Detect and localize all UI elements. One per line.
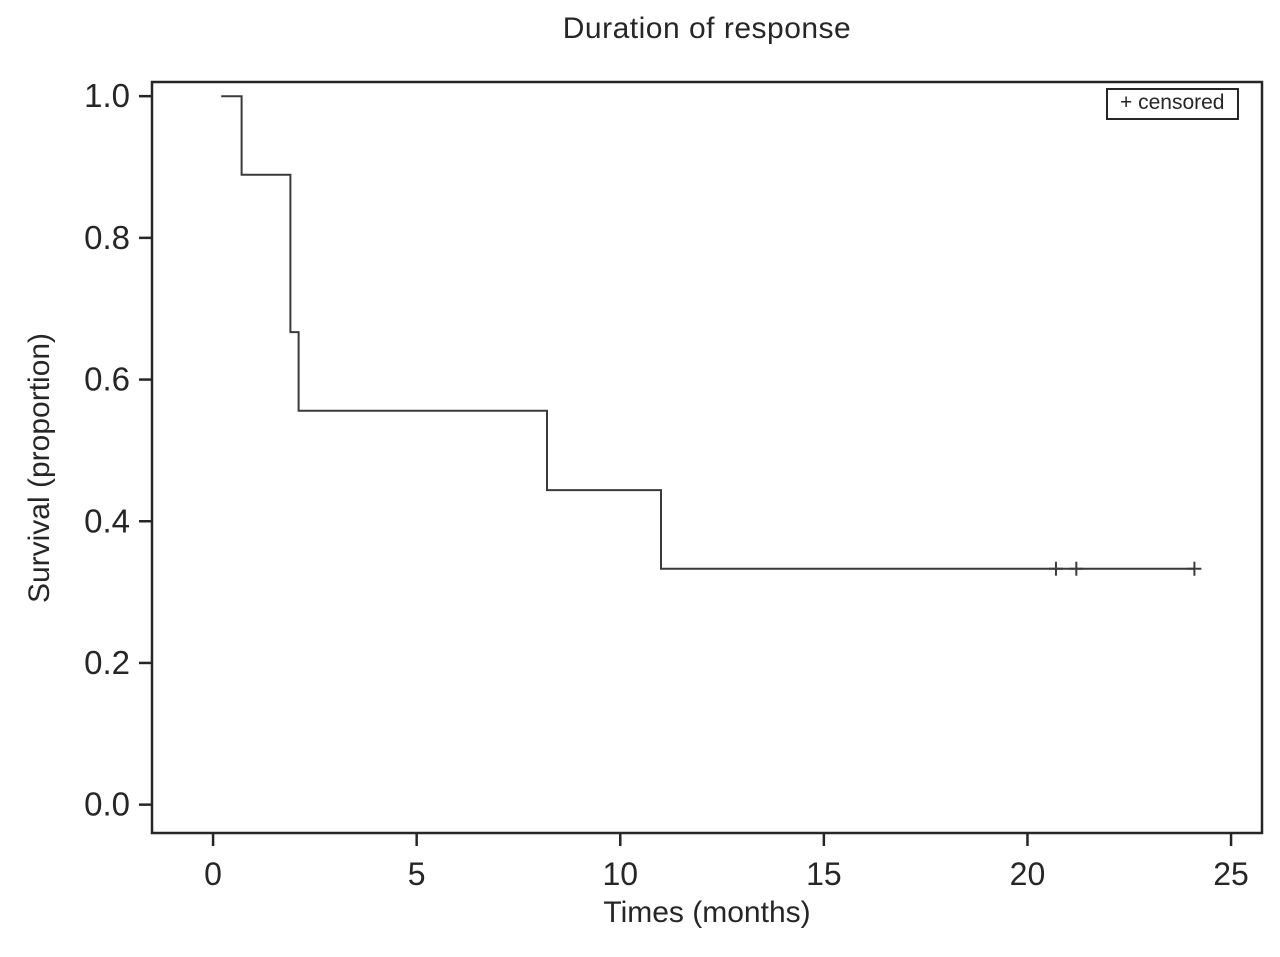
y-tick-label: 0.6 (84, 361, 130, 398)
x-tick-label: 15 (806, 856, 842, 892)
x-tick-label: 20 (1010, 856, 1046, 892)
y-tick-label: 0.2 (84, 644, 130, 681)
x-axis-label: Times (months) (603, 896, 811, 929)
y-tick-label: 0.8 (84, 219, 130, 256)
y-tick-label: 1.0 (84, 77, 130, 114)
legend-censored: + censored (1106, 88, 1239, 120)
x-tick-label: 25 (1213, 856, 1249, 892)
x-tick-label: 0 (204, 856, 222, 892)
x-tick-label: 5 (408, 856, 426, 892)
y-tick-label: 0.4 (84, 502, 130, 539)
y-axis-label: Survival (proportion) (23, 332, 56, 604)
chart-title: Duration of response (562, 12, 852, 45)
plot-border (150, 80, 1264, 835)
km-step-line (221, 95, 1195, 570)
y-tick-label: 0.0 (84, 786, 130, 823)
x-tick-label: 10 (602, 856, 638, 892)
